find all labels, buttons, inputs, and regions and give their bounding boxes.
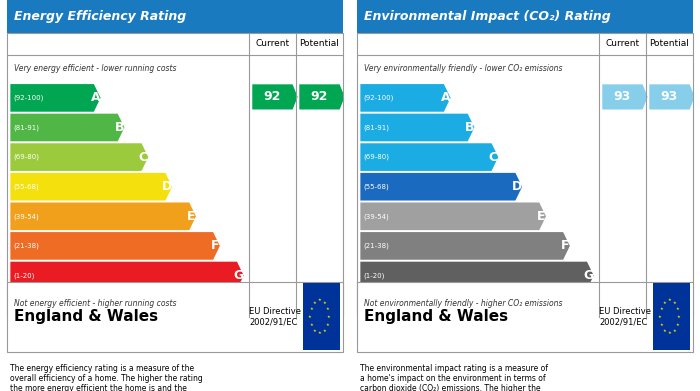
Text: Energy Efficiency Rating: Energy Efficiency Rating (14, 10, 186, 23)
Text: EU Directive
2002/91/EC: EU Directive 2002/91/EC (599, 307, 651, 326)
Text: (1-20): (1-20) (364, 272, 385, 279)
Polygon shape (10, 143, 148, 171)
Text: ★: ★ (326, 323, 330, 327)
Text: ★: ★ (318, 331, 321, 335)
Text: ★: ★ (309, 307, 313, 310)
Text: (21-38): (21-38) (364, 243, 390, 249)
FancyBboxPatch shape (357, 282, 693, 352)
Polygon shape (360, 84, 451, 112)
Text: (55-68): (55-68) (364, 183, 389, 190)
Text: ★: ★ (327, 315, 331, 319)
Text: Current: Current (606, 39, 640, 48)
Text: England & Wales: England & Wales (14, 309, 158, 324)
FancyBboxPatch shape (7, 33, 343, 317)
Text: C: C (139, 151, 148, 163)
Text: (55-68): (55-68) (14, 183, 39, 190)
Text: ★: ★ (313, 329, 316, 333)
Polygon shape (360, 114, 475, 141)
FancyBboxPatch shape (7, 0, 343, 33)
Text: G: G (584, 269, 594, 282)
Text: (69-80): (69-80) (364, 154, 390, 160)
Text: (39-54): (39-54) (364, 213, 389, 220)
Text: ★: ★ (326, 307, 330, 310)
Text: B: B (115, 121, 124, 134)
Text: ★: ★ (322, 329, 326, 333)
Text: 93: 93 (614, 90, 631, 103)
Polygon shape (10, 173, 172, 201)
Text: (21-38): (21-38) (14, 243, 40, 249)
Text: (69-80): (69-80) (14, 154, 40, 160)
Text: Very environmentally friendly - lower CO₂ emissions: Very environmentally friendly - lower CO… (364, 64, 562, 73)
Text: 92: 92 (311, 90, 328, 103)
Text: ★: ★ (676, 307, 680, 310)
Polygon shape (300, 84, 344, 109)
Text: ★: ★ (659, 307, 663, 310)
Polygon shape (10, 203, 196, 230)
Text: The environmental impact rating is a measure of
a home's impact on the environme: The environmental impact rating is a mea… (360, 364, 549, 391)
FancyBboxPatch shape (7, 282, 343, 352)
Text: F: F (211, 239, 219, 253)
Text: ★: ★ (658, 315, 662, 319)
Polygon shape (10, 232, 220, 260)
Polygon shape (360, 173, 522, 201)
Text: ★: ★ (322, 301, 326, 305)
Text: Potential: Potential (650, 39, 690, 48)
Text: F: F (561, 239, 569, 253)
Text: ★: ★ (676, 323, 680, 327)
Polygon shape (360, 143, 498, 171)
Text: (92-100): (92-100) (364, 95, 394, 101)
Text: Very energy efficient - lower running costs: Very energy efficient - lower running co… (14, 64, 176, 73)
Polygon shape (10, 262, 244, 289)
Text: Environmental Impact (CO₂) Rating: Environmental Impact (CO₂) Rating (364, 10, 610, 23)
Polygon shape (10, 114, 125, 141)
FancyBboxPatch shape (357, 33, 693, 317)
Text: ★: ★ (668, 298, 671, 302)
Text: England & Wales: England & Wales (364, 309, 508, 324)
Text: ★: ★ (663, 301, 666, 305)
Polygon shape (360, 203, 546, 230)
Polygon shape (360, 232, 570, 260)
FancyBboxPatch shape (357, 0, 693, 33)
Text: ★: ★ (313, 301, 316, 305)
Polygon shape (650, 84, 694, 109)
FancyBboxPatch shape (652, 283, 690, 350)
Polygon shape (10, 84, 101, 112)
Polygon shape (360, 262, 594, 289)
Text: ★: ★ (659, 323, 663, 327)
Text: 92: 92 (264, 90, 281, 103)
Text: Not environmentally friendly - higher CO₂ emissions: Not environmentally friendly - higher CO… (364, 298, 562, 308)
Text: G: G (234, 269, 244, 282)
Text: ★: ★ (672, 329, 676, 333)
Text: ★: ★ (672, 301, 676, 305)
Text: (92-100): (92-100) (14, 95, 44, 101)
Text: The energy efficiency rating is a measure of the
overall efficiency of a home. T: The energy efficiency rating is a measur… (10, 364, 203, 391)
Text: C: C (489, 151, 498, 163)
Text: ★: ★ (677, 315, 681, 319)
Text: A: A (441, 91, 450, 104)
Text: EU Directive
2002/91/EC: EU Directive 2002/91/EC (249, 307, 301, 326)
Text: E: E (537, 210, 545, 223)
Text: (81-91): (81-91) (14, 124, 40, 131)
Text: E: E (187, 210, 195, 223)
Text: D: D (512, 180, 522, 193)
Text: ★: ★ (308, 315, 312, 319)
Text: ★: ★ (309, 323, 313, 327)
Text: (81-91): (81-91) (364, 124, 390, 131)
Text: D: D (162, 180, 172, 193)
Text: ★: ★ (318, 298, 321, 302)
Polygon shape (252, 84, 298, 109)
Polygon shape (602, 84, 648, 109)
Text: (1-20): (1-20) (14, 272, 35, 279)
Text: B: B (465, 121, 474, 134)
Text: Not energy efficient - higher running costs: Not energy efficient - higher running co… (14, 298, 176, 308)
Text: Potential: Potential (300, 39, 339, 48)
Text: A: A (91, 91, 100, 104)
Text: 93: 93 (661, 90, 678, 103)
Text: ★: ★ (663, 329, 666, 333)
Text: Current: Current (256, 39, 290, 48)
FancyBboxPatch shape (302, 283, 340, 350)
Text: ★: ★ (668, 331, 671, 335)
Text: (39-54): (39-54) (14, 213, 39, 220)
